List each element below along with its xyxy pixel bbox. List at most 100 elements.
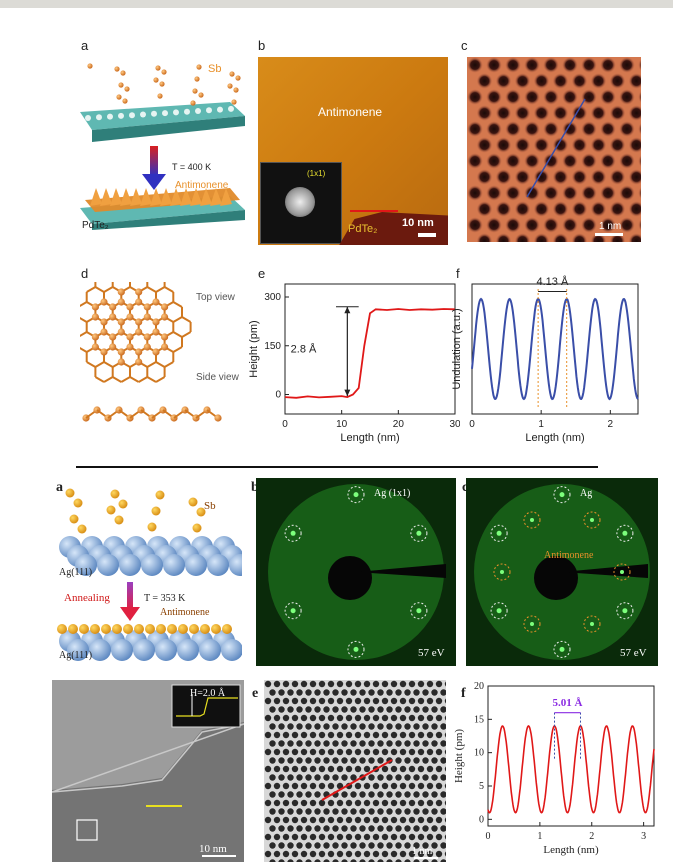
lattice-site xyxy=(417,680,425,688)
lattice-site xyxy=(417,782,425,790)
lattice-site xyxy=(363,680,371,688)
lattice-site xyxy=(282,799,290,807)
lattice-site xyxy=(287,774,294,781)
lattice-hole xyxy=(562,57,578,73)
lattice-site xyxy=(318,765,326,773)
lattice-hole xyxy=(505,217,521,233)
sb-atom xyxy=(91,333,99,341)
lattice-site xyxy=(372,731,380,739)
lattice-site xyxy=(318,714,326,722)
lattice-hole xyxy=(533,201,550,217)
lattice-site xyxy=(300,731,308,739)
bond xyxy=(103,376,114,383)
lattice-hole xyxy=(590,73,607,89)
sb-atom xyxy=(198,92,204,98)
lattice-site xyxy=(404,842,411,849)
scale-bar xyxy=(414,857,438,859)
lattice-site xyxy=(444,715,446,721)
atomic-stm-image: 1 nm xyxy=(467,57,641,242)
lattice-hole xyxy=(514,105,531,121)
lattice-site xyxy=(426,850,434,858)
panel-label: a xyxy=(81,38,89,53)
lattice-hole xyxy=(571,169,588,185)
lattice-site xyxy=(354,782,362,790)
lattice-site xyxy=(336,833,344,841)
panel-label: c xyxy=(462,480,469,495)
lattice-site xyxy=(386,859,393,862)
lattice-hole xyxy=(619,153,635,169)
substrate-atom xyxy=(96,114,102,121)
lattice-site xyxy=(318,833,326,841)
sb-atom xyxy=(161,303,169,311)
lattice-site xyxy=(314,842,321,849)
lattice-site xyxy=(291,714,299,722)
lattice-site xyxy=(359,740,366,747)
lattice-hole xyxy=(638,58,641,72)
lattice-site xyxy=(359,706,366,713)
lattice-site xyxy=(444,681,446,687)
lattice-site xyxy=(309,714,317,722)
lattice-site xyxy=(417,833,425,841)
x-tick-label: 3 xyxy=(641,831,646,842)
lattice-site xyxy=(300,714,308,722)
sb-atom xyxy=(134,624,144,634)
lattice-site xyxy=(345,850,353,858)
lattice-site xyxy=(390,748,398,756)
lattice-hole xyxy=(600,121,616,137)
sb-atom xyxy=(161,333,169,341)
lattice-site xyxy=(341,706,348,713)
spot-marker xyxy=(410,524,428,542)
lattice-site xyxy=(350,740,357,747)
sb-atom xyxy=(65,488,75,498)
lattice-site xyxy=(426,680,434,688)
lattice-site xyxy=(318,850,326,858)
sb-atom xyxy=(79,624,89,634)
lattice-site xyxy=(390,816,398,824)
bond xyxy=(120,376,131,383)
lattice-site xyxy=(278,740,285,747)
y-tick-label: 300 xyxy=(264,292,281,303)
lattice-site xyxy=(345,697,353,705)
diffraction-spot xyxy=(353,646,359,652)
lattice-site xyxy=(390,799,398,807)
lattice-site xyxy=(278,791,285,798)
lattice-site xyxy=(287,757,294,764)
sb-atom xyxy=(118,82,124,88)
lattice-site xyxy=(395,757,402,764)
lattice-site xyxy=(296,842,303,849)
lattice-site xyxy=(332,774,339,781)
lattice-site xyxy=(431,689,438,696)
lattice-site xyxy=(422,825,429,832)
y-axis-label: Undulation (a.u.) xyxy=(451,308,463,389)
lattice-site xyxy=(417,816,425,824)
bond xyxy=(172,316,183,323)
lattice-site xyxy=(399,765,407,773)
lattice-site xyxy=(422,706,429,713)
lattice-hole xyxy=(581,153,597,169)
spot-marker xyxy=(616,602,634,620)
lattice-site xyxy=(341,723,348,730)
lattice-site xyxy=(345,748,353,756)
lattice-site xyxy=(314,723,321,730)
lattice-site xyxy=(278,825,285,832)
scale-bar xyxy=(202,855,236,857)
lattice-site xyxy=(395,808,402,815)
scale-bar-label: 1 nm xyxy=(412,846,433,857)
lattice-hole xyxy=(628,105,641,121)
lattice-site xyxy=(404,774,411,781)
lattice-site xyxy=(426,748,434,756)
lattice-site xyxy=(372,850,380,858)
sb-atom xyxy=(90,624,100,634)
lattice-site xyxy=(354,731,362,739)
energy-label: 57 eV xyxy=(620,647,647,659)
lattice-site xyxy=(332,825,339,832)
lattice-hole xyxy=(638,186,641,200)
lattice-site xyxy=(422,740,429,747)
lattice-site xyxy=(368,706,375,713)
sb-atom xyxy=(151,506,161,516)
lattice-site xyxy=(323,689,330,696)
lattice-site xyxy=(273,697,281,705)
lattice-site xyxy=(345,731,353,739)
lattice-site xyxy=(350,825,357,832)
lattice-site xyxy=(282,731,290,739)
